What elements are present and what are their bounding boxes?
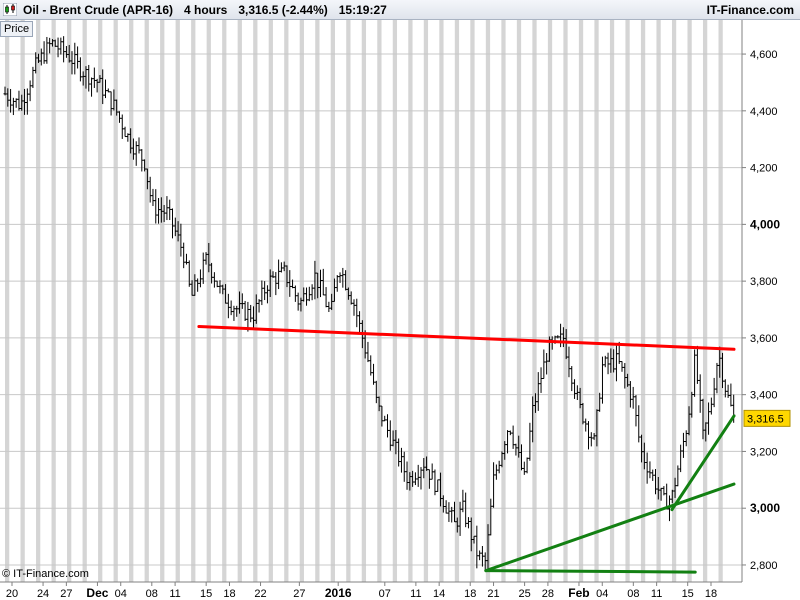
x-tick-label: 11	[410, 588, 421, 600]
x-tick-label: 27	[293, 588, 305, 600]
x-tick-label: 11	[169, 588, 180, 600]
x-tick-label: 14	[433, 588, 445, 600]
trendline-rising-support	[484, 482, 736, 573]
day-band	[516, 20, 522, 582]
day-band	[113, 20, 118, 582]
day-band	[191, 20, 196, 582]
day-band	[687, 20, 692, 582]
y-tick-label: 3,200	[750, 446, 778, 458]
day-band	[268, 20, 273, 582]
day-band	[175, 20, 180, 582]
price-chart[interactable]: 2,800 3,000 3,200 3,400 3,600 3,800 4,000 4,200…	[0, 20, 800, 600]
y-tick-label: 3,400	[750, 390, 778, 402]
x-tick-label: 18	[464, 588, 476, 600]
day-band	[547, 20, 553, 582]
x-tick-label: 15	[200, 588, 212, 600]
day-band	[718, 20, 723, 582]
day-band	[361, 20, 367, 582]
day-band	[640, 20, 646, 582]
day-band	[656, 20, 661, 582]
day-band	[82, 20, 87, 582]
day-band	[222, 20, 227, 582]
day-band	[67, 20, 72, 582]
x-tick-label: 18	[705, 588, 717, 600]
x-tick-label: Dec	[86, 586, 108, 600]
day-band	[315, 20, 320, 582]
day-band	[532, 20, 537, 582]
y-tick-label: 4,600	[750, 49, 778, 61]
day-band	[253, 20, 258, 582]
candlestick-icon[interactable]	[3, 3, 17, 16]
day-band	[625, 20, 630, 582]
quote-time: 15:19:27	[338, 3, 387, 17]
last-price-label: 3,316.5	[747, 413, 784, 425]
day-band	[485, 20, 491, 582]
day-band	[501, 20, 506, 582]
day-band	[702, 20, 708, 582]
brand-name: IT-Finance.com	[706, 3, 794, 17]
day-band	[36, 20, 41, 582]
trendline-lower-support	[484, 569, 697, 574]
day-band	[129, 20, 134, 582]
chart-header: Oil - Brent Crude (APR-16) 4 hours 3,316.5…	[0, 0, 800, 20]
day-band	[609, 20, 615, 582]
y-tick-label: 2,800	[750, 560, 778, 572]
day-band	[578, 20, 584, 582]
day-band	[454, 20, 460, 582]
x-tick-label: 07	[379, 588, 391, 600]
x-tick-label: 15	[682, 588, 694, 600]
day-band	[470, 20, 475, 582]
x-tick-label: Feb	[568, 586, 589, 600]
plot-background	[0, 20, 742, 582]
x-tick-label: 2016	[325, 586, 352, 600]
instrument-info: Oil - Brent Crude (APR-16) 4 hours 3,316.5…	[23, 3, 398, 17]
day-band	[144, 20, 149, 582]
last-quote: 3,316.5 (-2.44%)	[238, 3, 328, 17]
x-tick-label: 18	[223, 588, 235, 600]
day-band	[594, 20, 599, 582]
day-band	[377, 20, 382, 582]
copyright-text: © IT-Finance.com	[2, 568, 89, 580]
x-tick-label: 27	[60, 588, 72, 600]
x-tick-label: 25	[518, 588, 530, 600]
day-band	[408, 20, 413, 582]
day-band	[20, 20, 25, 582]
day-band	[392, 20, 398, 582]
day-band	[423, 20, 429, 582]
y-tick-label: 4,200	[750, 163, 778, 175]
trendline-resistance	[197, 325, 736, 351]
day-band	[284, 20, 289, 582]
day-band	[5, 20, 10, 582]
day-band	[51, 20, 56, 582]
x-tick-label: 21	[487, 588, 499, 600]
x-tick-label: 22	[254, 588, 266, 600]
day-band	[160, 20, 165, 582]
y-tick-label: 4,400	[750, 106, 778, 118]
x-tick-label: 11	[651, 588, 662, 600]
instrument-name: Oil - Brent Crude (APR-16)	[23, 3, 174, 17]
y-tick-label: 3,800	[750, 276, 778, 288]
day-band	[671, 20, 677, 582]
x-tick-label: 08	[627, 588, 639, 600]
day-band	[563, 20, 568, 582]
day-band	[346, 20, 351, 582]
day-band	[206, 20, 211, 582]
day-band	[439, 20, 444, 582]
y-tick-label: 3,600	[750, 333, 778, 345]
x-tick-label: 04	[596, 588, 608, 600]
price-panel-label: Price	[0, 21, 34, 37]
x-tick-label: 28	[542, 588, 554, 600]
x-tick-label: 04	[115, 588, 127, 600]
x-tick-label: 20	[6, 588, 18, 600]
x-tick-label: 08	[146, 588, 158, 600]
last-price-box	[743, 409, 791, 427]
y-tick-label: 3,000	[750, 501, 780, 515]
x-tick-label: 24	[37, 588, 49, 600]
trendline-steep-support	[670, 414, 736, 512]
timeframe: 4 hours	[184, 3, 228, 17]
day-band	[98, 20, 103, 582]
y-tick-label: 4,000	[750, 217, 780, 231]
day-band	[299, 20, 304, 582]
